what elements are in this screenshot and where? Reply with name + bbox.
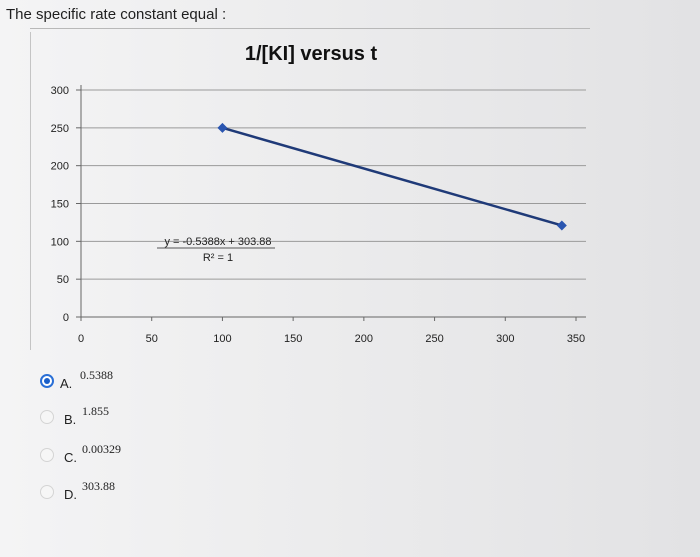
y-tick-label: 0 xyxy=(63,312,69,324)
x-tick-label: 50 xyxy=(146,333,158,345)
x-tick-label: 250 xyxy=(425,333,443,345)
axes xyxy=(76,85,586,321)
trendline-r-squared: R² = 1 xyxy=(203,252,233,264)
y-tick-labels: 0 50 100 150 200 250 300 xyxy=(51,85,69,324)
x-tick-label: 200 xyxy=(355,333,373,345)
y-tick-label: 250 xyxy=(51,123,69,135)
chart-svg: 1/[KI] versus t 0 50 100 150 200 250 300 0 50 10… xyxy=(51,43,586,345)
x-tick-label: 0 xyxy=(78,333,84,345)
option-letter: A. xyxy=(60,376,73,391)
y-tick-label: 100 xyxy=(51,236,69,248)
question-text: The specific rate constant equal : xyxy=(6,6,227,23)
option-value: 303.88 xyxy=(82,479,115,493)
y-tick-label: 200 xyxy=(51,161,69,173)
y-tick-label: 300 xyxy=(51,85,69,97)
x-tick-label: 300 xyxy=(496,333,514,345)
option-value: 0.00329 xyxy=(82,442,121,456)
trendline-equation: y = -0.5388x + 303.88 xyxy=(164,236,271,248)
option-value: 1.855 xyxy=(82,404,109,418)
chart-container: 1/[KI] versus t 0 50 100 150 200 250 300 0 50 10… xyxy=(30,32,601,350)
radio-icon[interactable] xyxy=(40,410,54,424)
x-tick-label: 150 xyxy=(284,333,302,345)
x-tick-label: 100 xyxy=(213,333,231,345)
chart-title: 1/[KI] versus t xyxy=(245,43,378,65)
data-point xyxy=(556,220,567,231)
series-layer xyxy=(157,122,567,249)
radio-icon[interactable] xyxy=(40,448,54,462)
series-line xyxy=(222,126,563,227)
divider xyxy=(30,28,590,29)
trendline-label: y = -0.5388x + 303.88 R² = 1 xyxy=(164,236,271,264)
option-letter: B. xyxy=(64,412,77,427)
y-tick-label: 50 xyxy=(57,274,69,286)
gridlines xyxy=(81,89,586,280)
option-letter: C. xyxy=(64,450,77,465)
x-tick-label: 350 xyxy=(567,333,585,345)
y-tick-label: 150 xyxy=(51,199,69,211)
option-letter: D. xyxy=(64,487,77,502)
option-value: 0.5388 xyxy=(80,368,113,382)
data-point xyxy=(217,122,228,133)
x-tick-labels: 0 50 100 150 200 250 300 350 xyxy=(78,333,585,345)
radio-selected-icon[interactable] xyxy=(40,374,54,388)
radio-icon[interactable] xyxy=(40,485,54,499)
